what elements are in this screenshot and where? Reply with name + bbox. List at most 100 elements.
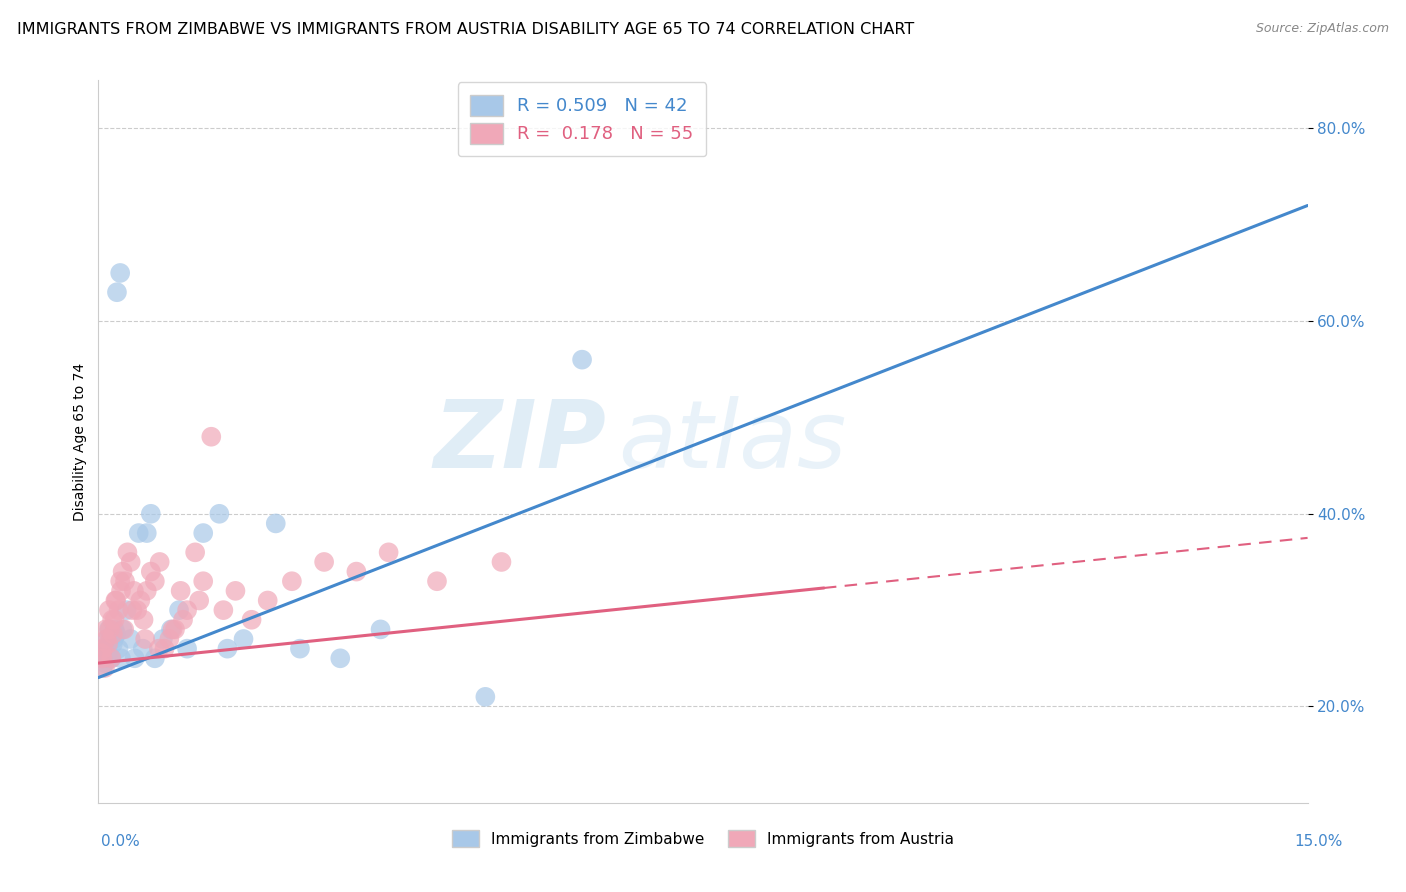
Point [135, 526, 157, 541]
Point [232, 632, 254, 646]
Point [176, 641, 198, 656]
Point [101, 637, 124, 651]
Point [112, 623, 135, 637]
Point [97, 647, 120, 661]
Point [96, 632, 118, 646]
Point [110, 583, 132, 598]
Text: ZIP: ZIP [433, 395, 606, 488]
Point [143, 651, 166, 665]
Point [114, 574, 136, 589]
Point [97, 637, 120, 651]
Point [105, 593, 128, 607]
Point [157, 632, 180, 646]
Legend: Immigrants from Zimbabwe, Immigrants from Austria: Immigrants from Zimbabwe, Immigrants fro… [443, 821, 963, 856]
Point [105, 285, 128, 300]
Point [100, 651, 122, 665]
Point [176, 603, 198, 617]
Point [122, 583, 145, 598]
Point [110, 651, 132, 665]
Point [94, 623, 117, 637]
Point [117, 545, 139, 559]
Point [94, 656, 117, 670]
Point [208, 507, 231, 521]
Point [115, 603, 138, 617]
Point [281, 574, 304, 589]
Point [94, 641, 117, 656]
Point [103, 623, 125, 637]
Point [128, 526, 150, 541]
Point [97, 623, 120, 637]
Point [162, 623, 184, 637]
Point [143, 574, 166, 589]
Point [264, 516, 287, 531]
Point [107, 641, 129, 656]
Point [103, 632, 125, 646]
Point [121, 603, 143, 617]
Point [111, 565, 134, 579]
Point [135, 583, 157, 598]
Point [212, 603, 235, 617]
Point [129, 593, 152, 607]
Point [103, 613, 125, 627]
Point [111, 623, 134, 637]
Point [256, 593, 278, 607]
Point [91, 661, 114, 675]
Point [217, 641, 239, 656]
Point [370, 623, 392, 637]
Point [96, 641, 118, 656]
Point [100, 651, 122, 665]
Point [132, 641, 155, 656]
Point [200, 430, 222, 444]
Point [100, 632, 122, 646]
Point [184, 545, 207, 559]
Point [240, 613, 263, 627]
Point [288, 641, 311, 656]
Point [124, 651, 146, 665]
Point [163, 623, 186, 637]
Point [94, 661, 117, 675]
Point [160, 623, 183, 637]
Point [149, 555, 172, 569]
Point [329, 651, 352, 665]
Point [104, 593, 127, 607]
Point [93, 651, 115, 665]
Point [101, 613, 124, 627]
Point [491, 555, 513, 569]
Point [127, 603, 149, 617]
Point [148, 641, 170, 656]
Point [167, 603, 190, 617]
Point [101, 627, 124, 641]
Point [172, 613, 194, 627]
Point [571, 352, 593, 367]
Text: atlas: atlas [619, 396, 846, 487]
Point [377, 545, 399, 559]
Point [344, 565, 367, 579]
Point [98, 623, 121, 637]
Point [105, 627, 128, 641]
Text: IMMIGRANTS FROM ZIMBABWE VS IMMIGRANTS FROM AUSTRIA DISABILITY AGE 65 TO 74 CORR: IMMIGRANTS FROM ZIMBABWE VS IMMIGRANTS F… [17, 22, 914, 37]
Point [107, 603, 129, 617]
Point [139, 565, 162, 579]
Point [91, 641, 114, 656]
Point [97, 603, 120, 617]
Point [91, 651, 114, 665]
Text: 15.0%: 15.0% [1295, 834, 1343, 849]
Y-axis label: Disability Age 65 to 74: Disability Age 65 to 74 [73, 362, 87, 521]
Point [96, 632, 118, 646]
Point [108, 266, 131, 280]
Point [169, 583, 191, 598]
Point [134, 632, 156, 646]
Point [193, 574, 215, 589]
Point [132, 613, 155, 627]
Point [314, 555, 336, 569]
Point [426, 574, 449, 589]
Point [153, 641, 176, 656]
Point [474, 690, 496, 704]
Point [108, 574, 131, 589]
Point [91, 651, 114, 665]
Point [120, 632, 142, 646]
Point [152, 632, 174, 646]
Point [139, 507, 162, 521]
Point [193, 526, 215, 541]
Text: Source: ZipAtlas.com: Source: ZipAtlas.com [1256, 22, 1389, 36]
